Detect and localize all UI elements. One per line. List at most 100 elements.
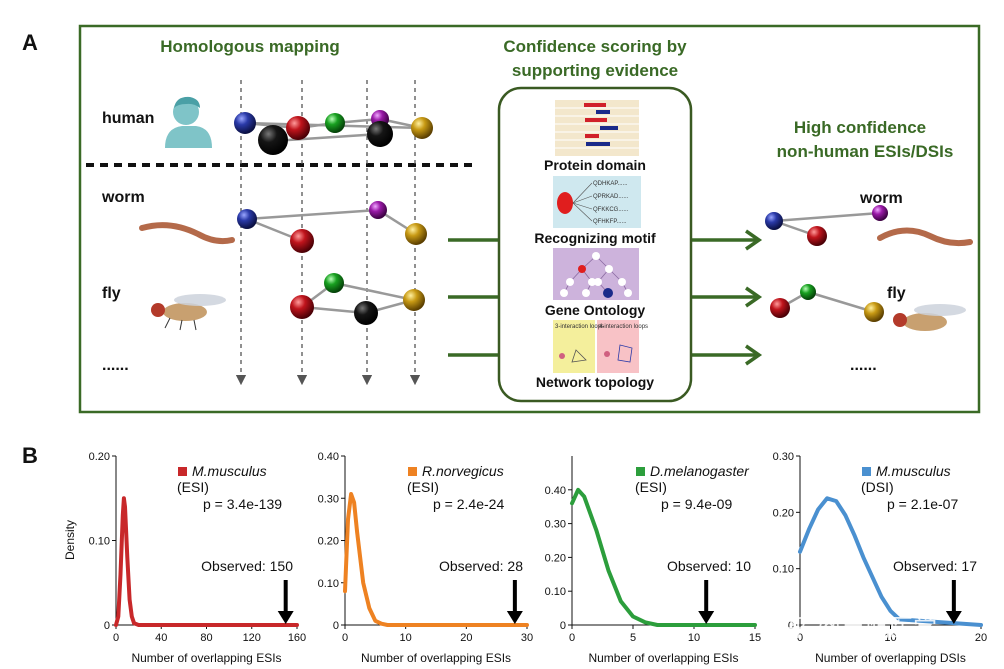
y-tick-label: 0.30 — [773, 451, 794, 463]
y-tick-label: 0.30 — [545, 519, 566, 531]
x-tick-label: 40 — [155, 632, 167, 644]
legend-species: R.norvegicus — [422, 463, 504, 479]
y-tick-label: 0.20 — [318, 536, 339, 548]
x-tick-label: 20 — [975, 632, 987, 644]
y-tick-label: 0.30 — [318, 493, 339, 505]
fly-icon-right — [893, 304, 966, 331]
motif-line-4: QFHKFP...... — [593, 219, 627, 225]
legend-type: (ESI) — [177, 479, 209, 495]
x-tick-label: 0 — [113, 632, 119, 644]
x-tick-label: 10 — [400, 632, 412, 644]
y-tick-label: 0.20 — [89, 451, 110, 463]
y-tick-label: 0.40 — [545, 485, 566, 497]
density-chart-3: 0 0.10 0.20 0.30 0.40 0 5 10 15 Number of overlap… — [545, 456, 761, 665]
human-network — [234, 110, 433, 155]
species-right-worm: worm — [859, 190, 903, 207]
p-value: p = 9.4e-09 — [661, 496, 732, 512]
density-curve — [570, 487, 757, 627]
loop-label-3: 3-interaction loops — [555, 324, 604, 330]
density-chart-4: 0 0.10 0.20 0.30 0 10 20 Number of overlapping … — [773, 451, 988, 665]
density-chart-2: 0 0.10 0.20 0.30 0.40 0 10 20 30 Number of overla… — [318, 451, 534, 665]
legend-type: (DSI) — [861, 479, 894, 495]
x-tick-label: 20 — [460, 632, 472, 644]
confidence-title-line2: supporting evidence — [512, 61, 678, 80]
observed-arrow-head — [945, 611, 962, 624]
high-confidence-title-line1: High confidence — [794, 118, 926, 137]
x-tick-label: 30 — [521, 632, 533, 644]
legend-swatch — [636, 467, 645, 476]
human-icon — [165, 96, 212, 148]
observed-arrow-head — [506, 611, 523, 624]
worm-network-right — [765, 205, 888, 246]
y-tick-label: 0.40 — [318, 451, 339, 463]
density-chart-1: 0 0.10 0.20 0 40 80 120 160 Number of overlappin… — [89, 451, 307, 665]
x-axis-title: Number of overlapping ESIs — [588, 651, 738, 665]
p-value: p = 2.1e-07 — [887, 496, 958, 512]
x-axis-title: Number of overlapping ESIs — [131, 651, 281, 665]
fly-network-right — [770, 284, 884, 322]
evidence-network-topology: Network topology — [536, 374, 654, 390]
evidence-gene-ontology: Gene Ontology — [545, 302, 646, 318]
worm-icon — [139, 222, 235, 245]
legend-type: (ESI) — [635, 479, 667, 495]
legend-species: M.musculus — [876, 463, 951, 479]
legend-swatch — [862, 467, 871, 476]
x-tick-label: 0 — [797, 632, 803, 644]
worm-icon-right — [877, 227, 973, 247]
legend-swatch — [178, 467, 187, 476]
motif-line-2: QPRKAD...... — [593, 194, 629, 200]
observed-label: Observed: 10 — [667, 558, 751, 574]
p-value: p = 3.4e-139 — [203, 496, 282, 512]
observed-arrow-head — [698, 611, 715, 624]
x-tick-label: 0 — [569, 632, 575, 644]
legend-species: M.musculus — [192, 463, 267, 479]
y-tick-label: 0.10 — [545, 586, 566, 598]
panel-a-letter: A — [22, 30, 38, 55]
y-tick-label: 0.10 — [318, 578, 339, 590]
x-tick-label: 10 — [884, 632, 896, 644]
x-tick-label: 10 — [688, 632, 700, 644]
y-tick-label: 0.20 — [545, 552, 566, 564]
homologous-mapping-title: Homologous mapping — [160, 37, 339, 56]
loop-label-4: 4-interaction loops — [599, 324, 648, 330]
species-right-more: ...... — [850, 357, 877, 374]
species-label-human: human — [102, 110, 154, 127]
network-topology-image: 3-interaction loops 4-interaction loops — [553, 320, 648, 373]
y-tick-label: 0 — [333, 620, 339, 632]
legend-species: D.melanogaster — [650, 463, 750, 479]
density-curve — [798, 496, 983, 627]
output-arrows — [692, 229, 763, 366]
x-tick-label: 15 — [749, 632, 761, 644]
worm-network — [237, 201, 427, 253]
motif-line-3: QFKKCG...... — [593, 207, 629, 213]
observed-label: Observed: 28 — [439, 558, 523, 574]
evidence-recognizing-motif: Recognizing motif — [534, 230, 656, 246]
x-axis-title: Number of overlapping DSIs — [815, 651, 966, 665]
y-tick-label: 0 — [104, 620, 110, 632]
evidence-protein-domain: Protein domain — [544, 157, 646, 173]
panel-a-frame — [78, 24, 981, 414]
gene-ontology-image — [553, 248, 639, 300]
x-tick-label: 0 — [342, 632, 348, 644]
protein-domain-image — [555, 100, 639, 156]
density-curve — [343, 492, 529, 627]
high-confidence-title-line2: non-human ESIs/DSIs — [777, 142, 954, 161]
x-tick-label: 80 — [200, 632, 212, 644]
y-tick-label: 0 — [788, 620, 794, 632]
observed-label: Observed: 17 — [893, 558, 977, 574]
observed-arrow-head — [277, 611, 294, 624]
legend-type: (ESI) — [407, 479, 439, 495]
x-tick-label: 160 — [288, 632, 306, 644]
fly-icon — [151, 294, 226, 331]
species-label-more: ...... — [102, 357, 129, 374]
x-axis-title: Number of overlapping ESIs — [361, 651, 511, 665]
x-tick-label: 5 — [630, 632, 636, 644]
species-label-worm: worm — [101, 189, 145, 206]
recognizing-motif-image: QDHKAP...... QPRKAD...... QFKKCG...... Q… — [553, 176, 641, 228]
species-label-fly: fly — [102, 285, 121, 302]
density-charts: 0 0.10 0.20 0 40 80 120 160 Number of overlappin… — [89, 451, 988, 665]
input-arrows — [448, 238, 500, 357]
panel-b-letter: B — [22, 443, 38, 468]
motif-line-1: QDHKAP...... — [593, 181, 628, 187]
observed-label: Observed: 150 — [201, 558, 293, 574]
